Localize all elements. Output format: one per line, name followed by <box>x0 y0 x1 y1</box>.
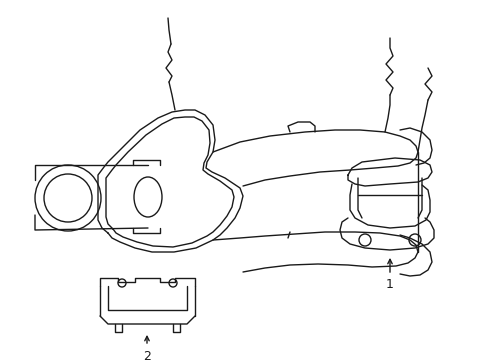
Text: 1: 1 <box>385 279 393 292</box>
Text: 2: 2 <box>143 350 151 360</box>
